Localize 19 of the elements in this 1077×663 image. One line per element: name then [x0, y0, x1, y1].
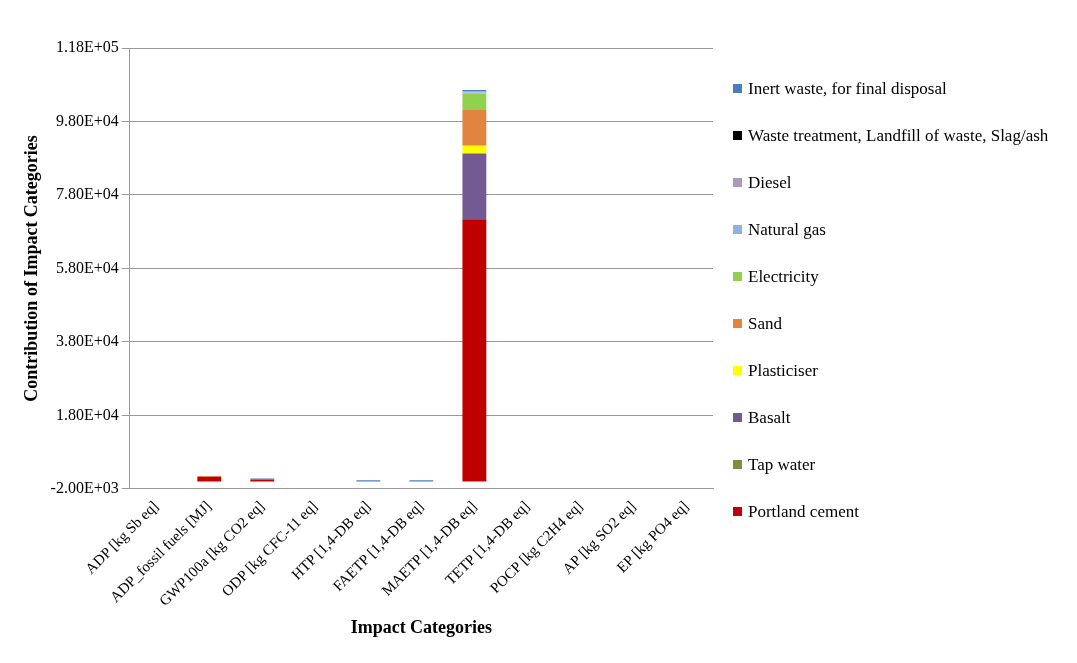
y-axis-title: Contribution of Impact Categories — [21, 135, 42, 402]
legend-label: Waste treatment, Landfill of waste, Slag/ash — [748, 125, 1049, 146]
y-tick-label: 9.80E+04 — [55, 111, 119, 129]
legend-label: Basalt — [748, 407, 791, 428]
legend-label: Portland cement — [748, 501, 859, 522]
y-tick-label: 1.80E+04 — [55, 405, 119, 423]
legend-label: Electricity — [748, 266, 819, 287]
legend-label: Plasticiser — [748, 360, 818, 381]
x-axis-title: Impact Categories — [350, 616, 493, 637]
legend-label: Tap water — [748, 454, 816, 475]
y-tick-label: 3.80E+04 — [55, 332, 119, 350]
legend-label: Diesel — [748, 172, 792, 193]
y-tick-label: 7.80E+04 — [55, 185, 119, 203]
legend-label: Inert waste, for final disposal — [748, 78, 947, 99]
y-tick-label: 5.80E+04 — [55, 258, 119, 276]
legend-label: Sand — [748, 313, 782, 334]
y-tick-label: 1.18E+05 — [55, 38, 119, 56]
y-tick-label: -2.00E+03 — [50, 479, 119, 497]
legend-label: Natural gas — [748, 219, 826, 240]
